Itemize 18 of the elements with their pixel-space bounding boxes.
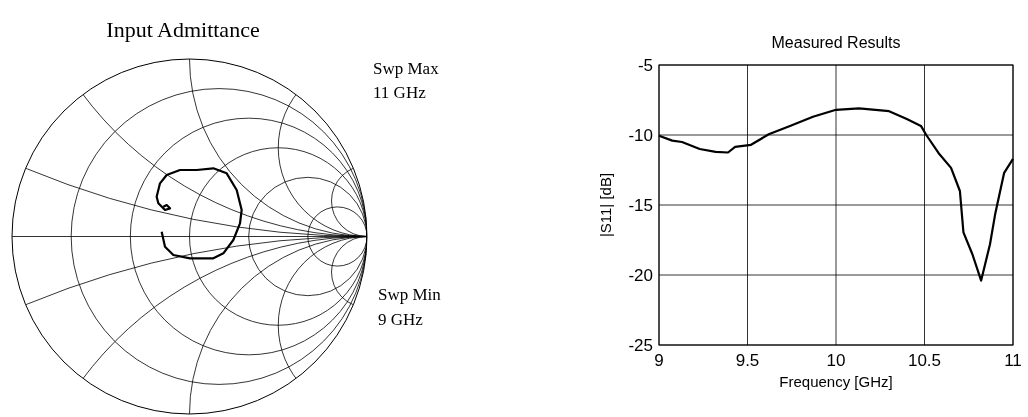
y-tick-label: -10	[628, 125, 653, 145]
x-tick-label: 9	[654, 351, 664, 370]
chart-title: Measured Results	[771, 34, 901, 51]
text: 11 GHz	[373, 83, 427, 102]
y-tick-label: -5	[637, 55, 653, 75]
x-axis-title: Frequency [GHz]	[779, 373, 893, 390]
x-tick-label: 11	[1004, 351, 1022, 370]
text: Swp Min	[378, 285, 442, 304]
text: 9 GHz	[378, 310, 424, 329]
text: Swp Max	[373, 59, 440, 78]
x-tick-label: 10	[826, 351, 846, 370]
y-tick-label: -25	[628, 335, 653, 355]
y-axis-title: |S11| [dB]	[597, 172, 614, 238]
y-tick-label: -20	[628, 265, 653, 285]
text: Input Admittance	[106, 17, 260, 42]
x-tick-label: 10.5	[907, 351, 942, 370]
x-tick-label: 9.5	[735, 351, 760, 370]
y-tick-label: -15	[628, 195, 653, 215]
